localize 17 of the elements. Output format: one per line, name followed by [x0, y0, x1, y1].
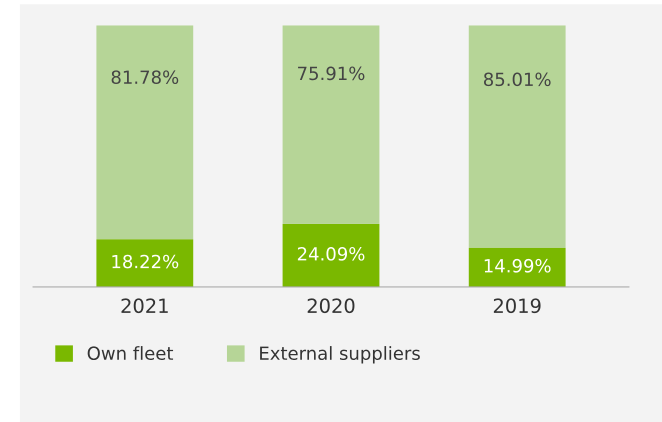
bar: [96, 25, 194, 240]
x-tick-label: 2021: [121, 298, 168, 314]
bar: [282, 25, 380, 224]
bar: [96, 239, 194, 287]
data-label: 14.99%: [484, 258, 551, 273]
x-tick-label: 2020: [308, 298, 354, 314]
data-label: 75.91%: [298, 66, 364, 80]
bar: [282, 224, 380, 287]
legend-label: Own fleet: [88, 346, 174, 360]
legend-label: External suppliers: [260, 346, 420, 364]
bar: [468, 248, 566, 287]
data-label: 24.09%: [298, 247, 364, 261]
data-label: 81.78%: [112, 70, 178, 84]
x-tick-label: 2019: [494, 298, 541, 314]
bar: [468, 25, 566, 248]
data-label: 18.22%: [112, 254, 178, 268]
data-label: 85.01%: [484, 72, 551, 86]
